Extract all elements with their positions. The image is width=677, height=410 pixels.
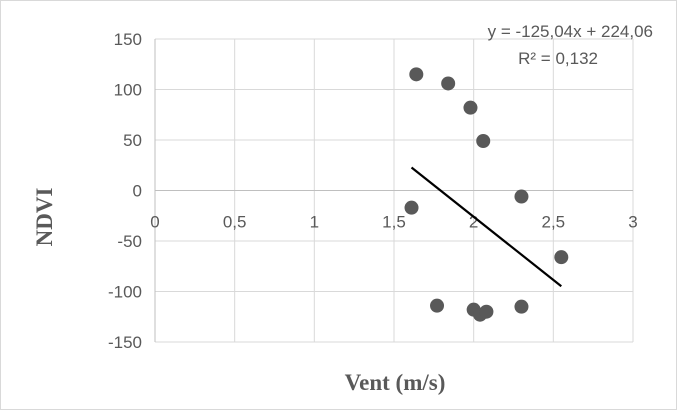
axes: [154, 39, 633, 342]
y-tick-label: -100: [108, 283, 142, 302]
r-squared-label: R² = 0,132: [518, 49, 598, 68]
x-tick-label: 2: [469, 213, 478, 232]
data-point: [441, 76, 456, 91]
trendline-equation: y = -125,04x + 224,06: [488, 22, 653, 41]
trendline-layer: [410, 166, 562, 288]
tick-labels: 150 100 50 0 -50 -100 -150 0 0,5 1 1,5 2 2,5 3: [108, 30, 638, 352]
y-tick-label: 100: [114, 81, 142, 100]
data-point: [514, 299, 529, 314]
x-tick-label: 1: [310, 213, 319, 232]
y-axis-title: NDVI: [32, 188, 57, 247]
x-axis-title: Vent (m/s): [345, 370, 446, 395]
x-tick-label: 0: [150, 213, 159, 232]
y-tick-label: 50: [123, 131, 142, 150]
data-point: [404, 200, 419, 215]
y-tick-label: 150: [114, 30, 142, 49]
trendline: [410, 166, 562, 288]
y-tick-label: -150: [108, 333, 142, 352]
data-point: [430, 298, 445, 313]
x-tick-label: 0,5: [223, 213, 247, 232]
y-tick-label: -50: [117, 232, 142, 251]
x-tick-label: 2,5: [542, 213, 566, 232]
data-point: [554, 250, 569, 265]
x-tick-label: 1,5: [382, 213, 406, 232]
data-point: [476, 134, 491, 149]
y-tick-label: 0: [133, 182, 142, 201]
data-point: [479, 304, 494, 319]
data-point: [409, 67, 424, 82]
x-tick-label: 3: [628, 213, 637, 232]
data-point: [514, 189, 529, 204]
data-points: [404, 67, 569, 322]
data-point: [463, 100, 478, 115]
